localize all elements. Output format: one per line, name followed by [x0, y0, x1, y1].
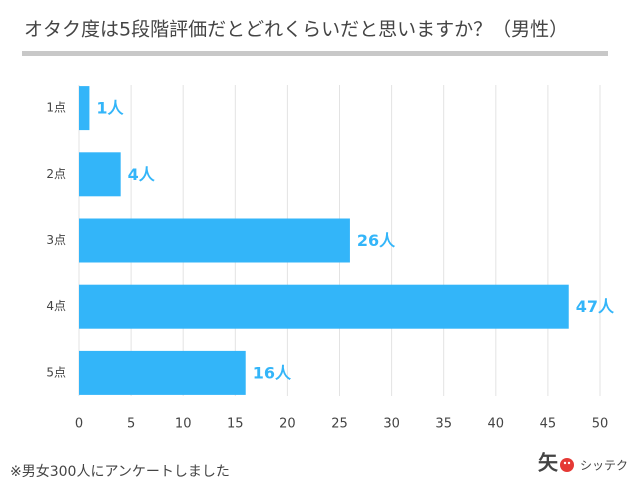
logo-mark: 矢: [538, 451, 559, 475]
x-tick-label: 50: [592, 417, 609, 432]
bar: [79, 218, 350, 263]
y-tick-label: 1点: [46, 101, 66, 115]
footnote: ※男女300人にアンケートしました: [10, 463, 230, 480]
y-tick-label: 2点: [46, 167, 66, 181]
x-tick-label: 15: [227, 417, 244, 432]
x-tick-label: 40: [488, 417, 505, 432]
y-tick-label: 5点: [46, 365, 66, 379]
value-label: 4人: [128, 165, 156, 184]
title-underline: [22, 51, 608, 56]
value-label: 1人: [96, 99, 124, 118]
logo: 矢 シッテク: [538, 451, 628, 475]
value-label: 47人: [576, 297, 615, 316]
logo-eye: [567, 461, 571, 465]
x-tick-label: 10: [175, 417, 192, 432]
x-tick-label: 20: [279, 417, 296, 432]
logo-text: シッテク: [580, 459, 628, 473]
x-tick-label: 0: [75, 417, 83, 432]
x-tick-label: 25: [331, 417, 348, 432]
bar: [79, 152, 121, 197]
x-tick-label: 5: [127, 417, 135, 432]
logo-face: [560, 458, 574, 472]
x-tick-label: 35: [435, 417, 452, 432]
bar: [79, 350, 246, 395]
x-tick-label: 45: [540, 417, 557, 432]
bar: [79, 284, 569, 329]
chart-title: オタク度は5段階評価だとどれくらいだと思いますか？（男性）: [24, 19, 568, 41]
y-tick-label: 3点: [46, 233, 66, 247]
x-tick-label: 30: [383, 417, 400, 432]
logo-eye: [563, 461, 567, 465]
bar: [79, 86, 90, 131]
value-label: 16人: [253, 363, 292, 382]
value-label: 26人: [357, 231, 396, 250]
y-tick-label: 4点: [46, 299, 66, 313]
